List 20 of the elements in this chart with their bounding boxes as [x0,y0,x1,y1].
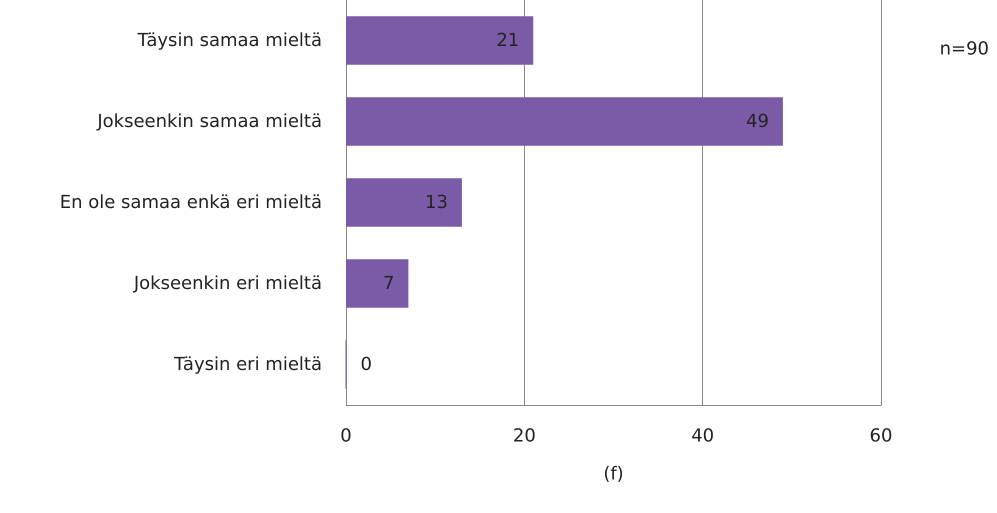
data-label: 49 [746,111,769,132]
data-label: 21 [496,30,520,51]
bar [346,97,783,146]
y-tick-label: Täysin eri mieltä [173,354,322,375]
y-tick-label: Täysin samaa mieltä [136,30,322,51]
bar [346,259,408,308]
x-tick-label: 20 [512,426,536,446]
y-tick-label: Jokseenkin eri mieltä [132,273,322,294]
bar [346,178,462,227]
y-tick-label: En ole samaa enkä eri mieltä [60,192,322,213]
x-axis-title: (f) [603,464,624,484]
x-tick-label: 40 [691,426,714,446]
data-label: 13 [425,192,448,213]
y-tick-label: Jokseenkin samaa mieltä [96,111,322,132]
data-label: 0 [360,354,372,375]
bar [346,16,534,65]
text: n=90 [940,38,990,60]
x-tick-label: 60 [870,426,892,446]
x-tick-label: 0 [340,426,352,446]
data-label: 7 [382,273,394,294]
